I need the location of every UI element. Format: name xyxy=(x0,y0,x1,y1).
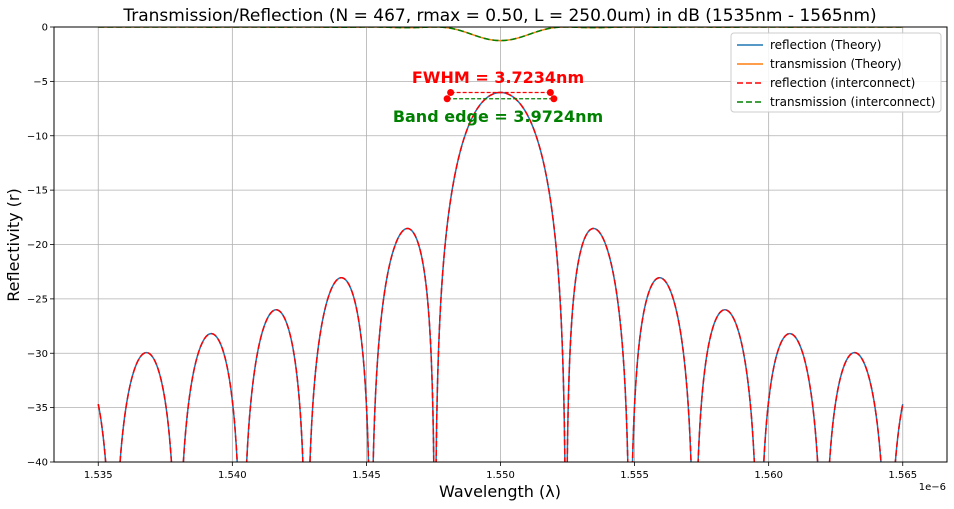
plot-area: FWHM = 3.7234nm Band edge = 3.9724nm 1.53… xyxy=(27,23,948,482)
annotation-marker xyxy=(447,88,455,96)
x-tick-label: 1.535 xyxy=(84,470,113,481)
y-tick-label: −40 xyxy=(27,458,48,469)
chart-title: Transmission/Reflection (N = 467, rmax =… xyxy=(122,6,876,26)
legend-label: transmission (Theory) xyxy=(770,57,902,71)
y-tick-label: −25 xyxy=(27,294,48,305)
x-tick-label: 1.560 xyxy=(754,470,783,481)
x-tick-label: 1.540 xyxy=(218,470,247,481)
y-tick-label: −20 xyxy=(27,240,48,251)
legend-label: reflection (interconnect) xyxy=(770,76,915,90)
legend-label: reflection (Theory) xyxy=(770,38,881,52)
x-tick-label: 1.555 xyxy=(620,470,649,481)
y-tick-label: 0 xyxy=(42,23,48,34)
annotations: FWHM = 3.7234nm Band edge = 3.9724nm xyxy=(393,68,603,126)
x-tick-label: 1.550 xyxy=(486,470,515,481)
x-tick-label: 1.565 xyxy=(888,470,917,481)
y-tick-label: −15 xyxy=(27,186,48,197)
y-axis-label: Reflectivity (r) xyxy=(4,188,23,301)
y-tick-label: −35 xyxy=(27,403,48,414)
annotation-text: Band edge = 3.9724nm xyxy=(393,107,603,126)
x-tick-label: 1.545 xyxy=(352,470,381,481)
ticks: 1.535 1.540 1.545 1.550 1.555 1.560 1.565 0 −5 −1… xyxy=(27,23,917,482)
x-offset-label: 1e−6 xyxy=(919,482,946,493)
y-tick-label: −30 xyxy=(27,349,48,360)
x-axis-label: Wavelength (λ) xyxy=(439,482,561,501)
annotation-marker xyxy=(546,88,554,96)
y-tick-label: −10 xyxy=(27,131,48,142)
annotation-text: FWHM = 3.7234nm xyxy=(412,68,584,87)
annotation-marker xyxy=(443,95,451,103)
y-tick-label: −5 xyxy=(33,77,48,88)
legend: reflection (Theory) transmission (Theory)… xyxy=(730,32,942,113)
annotation-marker xyxy=(550,95,558,103)
legend-label: transmission (interconnect) xyxy=(770,95,935,109)
legend-frame xyxy=(730,32,942,113)
